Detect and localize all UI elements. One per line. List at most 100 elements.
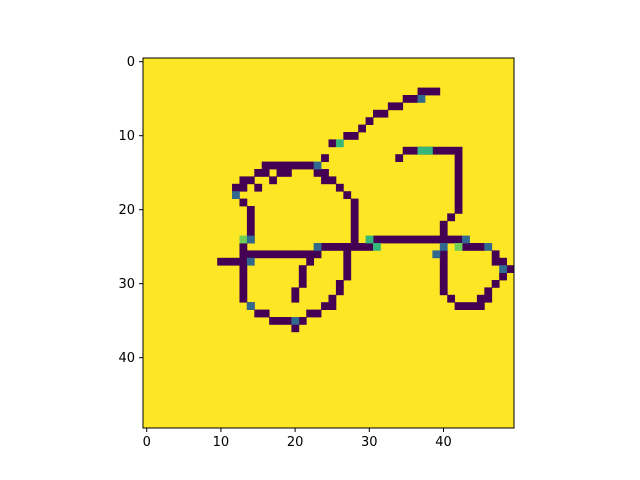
heatmap-cell [239,287,248,296]
heatmap-cell [462,302,470,310]
heatmap-cell [454,146,463,155]
heatmap-cell [335,243,344,251]
heatmap-cell [350,228,359,236]
heatmap-cell [387,102,396,111]
heatmap-cell [328,243,337,251]
heatmap-cell [402,146,411,155]
heatmap-cell [506,265,515,273]
heatmap-cell [469,243,478,251]
heatmap-cell [246,228,255,236]
heatmap-cell [410,146,418,155]
heatmap-cell [432,250,441,259]
heatmap-cell [291,161,300,170]
heatmap-cell [261,169,270,177]
heatmap-cell [454,191,463,199]
heatmap-cell [350,198,359,207]
heatmap-cell [246,206,255,214]
heatmap-cell [439,287,448,296]
heatmap-cell [254,250,263,259]
heatmap-cell [246,250,255,259]
heatmap-cell [298,280,307,288]
heatmap-cell [306,250,315,259]
heatmap-cell [499,265,507,273]
heatmap-cell [447,146,456,155]
heatmap-cell [239,235,248,244]
heatmap-cell [306,161,315,170]
x-tick-label: 20 [287,435,304,450]
heatmap-cell [328,176,337,185]
heatmap-cell [335,139,344,148]
heatmap-cell [298,317,307,325]
heatmap-cell [454,161,463,170]
heatmap-cell [350,132,359,140]
heatmap-cell [306,257,315,266]
heatmap-cell [298,250,307,259]
heatmap-cell [239,183,248,192]
heatmap-cell [358,124,366,133]
heatmap-cell [439,243,448,251]
heatmap-cell [239,294,248,303]
heatmap-cell [217,257,226,266]
y-tick-label: 20 [118,203,135,218]
heatmap-cell [350,220,359,229]
heatmap-cell [343,265,352,273]
heatmap-cell [454,243,463,251]
heatmap-cell [283,317,292,325]
heatmap-cell [439,220,448,229]
heatmap-cell [417,146,426,155]
heatmap-cell [454,176,463,185]
heatmap-cell [365,117,374,125]
heatmap-cell [239,257,248,266]
heatmap-cell [439,235,448,244]
heatmap-cell [439,257,448,266]
heatmap-cell [291,287,300,296]
heatmap-cell [454,206,463,214]
heatmap-cell [424,146,433,155]
heatmap-cell [269,161,277,170]
heatmap-cell [454,183,463,192]
heatmap-cell [246,235,255,244]
heatmap-cell [313,169,322,177]
heatmap-cell [476,243,485,251]
heatmap-cell [246,213,255,222]
heatmap-cell [499,272,507,281]
heatmap-cell [261,161,270,170]
x-axis: 0 10 20 30 40 [143,428,452,450]
heatmap-cell [298,161,307,170]
heatmap-cell [454,302,463,310]
heatmap-cell [395,154,404,162]
heatmap-cell [365,235,374,244]
heatmap-cell [499,257,507,266]
y-tick-label: 30 [118,277,135,292]
heatmap-cell [432,146,441,155]
y-axis: 0 10 20 30 40 [118,55,143,366]
heatmap-cell [328,302,337,310]
heatmap-cell [424,87,433,96]
heatmap-cell [484,287,493,296]
heatmap-cell [261,309,270,318]
heatmap-cell [298,272,307,281]
heatmap-cell [276,161,285,170]
heatmap-cell [246,176,255,185]
heatmap-cell [239,280,248,288]
heatmap-cell [439,280,448,288]
heatmap-cell [395,235,404,244]
heatmap-cell [321,169,329,177]
heatmap-cell [343,243,352,251]
heatmap-cell [343,257,352,266]
plot-area [142,57,515,429]
heatmap-cell [350,235,359,244]
heatmap-cell [476,302,485,310]
heatmap-cell [343,191,352,199]
heatmap-cell [269,176,277,185]
heatmap-cell [439,250,448,259]
heatmap-cell [454,235,463,244]
heatmap-cell [402,95,411,103]
heatmap-cell [439,146,448,155]
heatmap-cell [491,280,500,288]
heatmap-cell [269,317,277,325]
heatmap-cell [447,235,456,244]
heatmap-cell [439,265,448,273]
heatmap-cell [283,161,292,170]
heatmap-cell [321,176,329,185]
